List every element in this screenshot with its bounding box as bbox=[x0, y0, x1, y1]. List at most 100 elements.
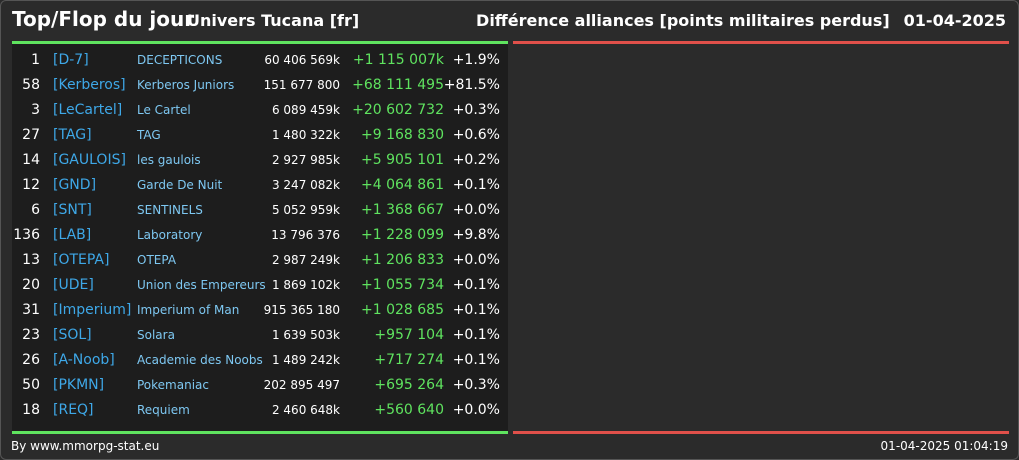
table-row: 14 [GAULOIS] les gaulois 2 927 985k +5 905 1… bbox=[12, 148, 508, 173]
alliance-name-link[interactable]: Solara bbox=[137, 328, 175, 342]
table-row: 50 [PKMN] Pokemaniac 202 895 497 +695 264 +0.… bbox=[12, 373, 508, 398]
points-cell: 1 489 242k bbox=[271, 353, 340, 367]
rank-cell: 6 bbox=[31, 202, 40, 218]
percent-cell: +0.1% bbox=[452, 302, 500, 318]
alliance-tag-link[interactable]: [LAB] bbox=[53, 227, 92, 243]
metric-header: Différence alliances [points militaires … bbox=[476, 11, 1006, 30]
date-label: 01-04-2025 bbox=[903, 11, 1006, 30]
top-panel: 1 [D-7] DECEPTICONS 60 406 569k +1 115 007k +… bbox=[12, 44, 508, 431]
page-title: Top/Flop du jour bbox=[12, 7, 195, 31]
table-row: 6 [SNT] SENTINELS 5 052 959k +1 368 667 +0.0% bbox=[12, 198, 508, 223]
points-cell: 6 089 459k bbox=[271, 103, 340, 117]
difference-cell: +1 368 667 bbox=[361, 202, 444, 218]
percent-cell: +0.1% bbox=[452, 352, 500, 368]
percent-cell: +0.0% bbox=[452, 202, 500, 218]
difference-cell: +9 168 830 bbox=[361, 127, 444, 143]
alliance-name-link[interactable]: SENTINELS bbox=[137, 203, 203, 217]
rank-cell: 26 bbox=[22, 352, 40, 368]
points-cell: 60 406 569k bbox=[264, 53, 340, 67]
alliance-name-link[interactable]: Academie des Noobs bbox=[137, 353, 263, 367]
percent-cell: +0.1% bbox=[452, 327, 500, 343]
rank-cell: 3 bbox=[31, 102, 40, 118]
alliance-name-link[interactable]: DECEPTICONS bbox=[137, 53, 223, 67]
table-row: 26 [A-Noob] Academie des Noobs 1 489 242k +7… bbox=[12, 348, 508, 373]
difference-cell: +695 264 bbox=[374, 377, 444, 393]
alliance-name-link[interactable]: OTEPA bbox=[137, 253, 177, 267]
flop-divider-bottom bbox=[513, 431, 1009, 434]
alliance-name-link[interactable]: Laboratory bbox=[137, 228, 203, 242]
alliance-name-link[interactable]: Pokemaniac bbox=[137, 378, 209, 392]
alliance-name-link[interactable]: TAG bbox=[137, 128, 161, 142]
alliance-tag-link[interactable]: [TAG] bbox=[53, 127, 92, 143]
table-row: 1 [D-7] DECEPTICONS 60 406 569k +1 115 007k +… bbox=[12, 48, 508, 73]
alliance-tag-link[interactable]: [SOL] bbox=[53, 327, 92, 343]
alliance-name-link[interactable]: Union des Empereurs bbox=[137, 278, 266, 292]
difference-cell: +1 028 685 bbox=[361, 302, 444, 318]
alliance-tag-link[interactable]: [Imperium] bbox=[53, 302, 132, 318]
alliance-tag-link[interactable]: [GAULOIS] bbox=[53, 152, 126, 168]
alliance-tag-link[interactable]: [A-Noob] bbox=[53, 352, 115, 368]
alliance-tag-link[interactable]: [OTEPA] bbox=[53, 252, 110, 268]
alliance-tag-link[interactable]: [D-7] bbox=[53, 52, 89, 68]
difference-cell: +68 111 495 bbox=[352, 77, 444, 93]
rank-cell: 27 bbox=[22, 127, 40, 143]
alliance-name-link[interactable]: Requiem bbox=[137, 403, 190, 417]
points-cell: 13 796 376 bbox=[271, 228, 340, 242]
alliance-name-link[interactable]: Imperium of Man bbox=[137, 303, 240, 317]
points-cell: 2 987 249k bbox=[271, 253, 340, 267]
difference-cell: +717 274 bbox=[374, 352, 444, 368]
table-row: 3 [LeCartel] Le Cartel 6 089 459k +20 602 73… bbox=[12, 98, 508, 123]
points-cell: 1 869 102k bbox=[271, 278, 340, 292]
points-cell: 202 895 497 bbox=[263, 378, 340, 392]
difference-cell: +560 640 bbox=[374, 402, 444, 418]
metric-label: Différence alliances [points militaires … bbox=[476, 11, 890, 30]
percent-cell: +0.3% bbox=[452, 377, 500, 393]
table-row: 23 [SOL] Solara 1 639 503k +957 104 +0.1% bbox=[12, 323, 508, 348]
difference-cell: +1 206 833 bbox=[361, 252, 444, 268]
percent-cell: +1.9% bbox=[452, 52, 500, 68]
table-row: 20 [UDE] Union des Empereurs 1 869 102k +1 0… bbox=[12, 273, 508, 298]
rank-cell: 31 bbox=[22, 302, 40, 318]
percent-cell: +0.6% bbox=[452, 127, 500, 143]
percent-cell: +0.0% bbox=[452, 252, 500, 268]
alliance-name-link[interactable]: Le Cartel bbox=[137, 103, 191, 117]
alliance-name-link[interactable]: Garde De Nuit bbox=[137, 178, 223, 192]
rank-cell: 14 bbox=[22, 152, 40, 168]
alliance-tag-link[interactable]: [Kerberos] bbox=[53, 77, 126, 93]
difference-cell: +5 905 101 bbox=[361, 152, 444, 168]
timestamp: 01-04-2025 01:04:19 bbox=[880, 439, 1008, 453]
alliance-tag-link[interactable]: [GND] bbox=[53, 177, 97, 193]
rank-cell: 13 bbox=[22, 252, 40, 268]
table-row: 27 [TAG] TAG 1 480 322k +9 168 830 +0.6% bbox=[12, 123, 508, 148]
difference-cell: +1 228 099 bbox=[361, 227, 444, 243]
rank-cell: 18 bbox=[22, 402, 40, 418]
alliance-tag-link[interactable]: [REQ] bbox=[53, 402, 94, 418]
difference-cell: +1 055 734 bbox=[361, 277, 444, 293]
percent-cell: +9.8% bbox=[452, 227, 500, 243]
source-credit: By www.mmorpg-stat.eu bbox=[11, 439, 160, 453]
alliance-tag-link[interactable]: [UDE] bbox=[53, 277, 94, 293]
percent-cell: +0.0% bbox=[452, 402, 500, 418]
alliance-tag-link[interactable]: [LeCartel] bbox=[53, 102, 123, 118]
flop-divider bbox=[513, 41, 1009, 44]
rank-cell: 50 bbox=[22, 377, 40, 393]
rank-cell: 12 bbox=[22, 177, 40, 193]
alliance-name-link[interactable]: Kerberos Juniors bbox=[137, 78, 235, 92]
points-cell: 1 639 503k bbox=[271, 328, 340, 342]
difference-cell: +957 104 bbox=[374, 327, 444, 343]
universe-label: Univers Tucana [fr] bbox=[187, 11, 360, 30]
points-cell: 2 927 985k bbox=[271, 153, 340, 167]
alliance-tag-link[interactable]: [SNT] bbox=[53, 202, 92, 218]
top-divider-bottom bbox=[12, 431, 508, 434]
rank-cell: 1 bbox=[31, 52, 40, 68]
rank-cell: 20 bbox=[22, 277, 40, 293]
table-row: 13 [OTEPA] OTEPA 2 987 249k +1 206 833 +0.0% bbox=[12, 248, 508, 273]
difference-cell: +4 064 861 bbox=[361, 177, 444, 193]
alliance-name-link[interactable]: les gaulois bbox=[137, 153, 201, 167]
flop-panel bbox=[513, 44, 1009, 431]
points-cell: 1 480 322k bbox=[271, 128, 340, 142]
points-cell: 3 247 082k bbox=[271, 178, 340, 192]
table-row: 31 [Imperium] Imperium of Man 915 365 180 +1… bbox=[12, 298, 508, 323]
alliance-tag-link[interactable]: [PKMN] bbox=[53, 377, 105, 393]
